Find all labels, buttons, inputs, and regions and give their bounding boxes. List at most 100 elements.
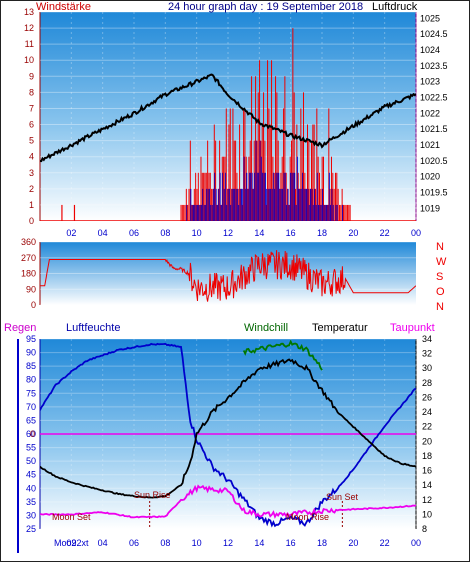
temperature-right-tick-labels: 8 10 12 14 16 18 20 22 24 26 28 30 32 34: [422, 334, 432, 534]
direction-letter: W: [436, 256, 447, 268]
direction-tick-label: 180: [21, 269, 36, 279]
direction-left-tick-labels: 0 90 180 270 360: [21, 237, 36, 310]
x-tick-label: 18: [317, 228, 327, 238]
humidity-tick-label: 45: [26, 470, 36, 480]
humidity-tick-label: 30: [26, 510, 36, 520]
x-tick-label: 18: [317, 538, 327, 548]
humidity-line: [40, 342, 416, 528]
pressure-tick-label: 1024: [420, 45, 440, 55]
humidity-tick-label: 25: [26, 524, 36, 534]
pressure-axis-title: Luftdruck: [372, 1, 418, 13]
x-tick-label: 20: [348, 538, 358, 548]
wind-tick-label: 7: [29, 103, 34, 113]
x-tick-label: 12: [223, 228, 233, 238]
wind-tick-label: 11: [25, 39, 34, 49]
x-tick-label: 20: [348, 228, 358, 238]
pressure-tick-label: 1022.5: [420, 93, 448, 103]
wind-tick-label: 4: [29, 152, 34, 162]
wind-pressure-plot-area: [40, 12, 416, 221]
temperature-tick-label: 18: [422, 451, 432, 461]
wind-tick-label: 1: [29, 200, 34, 210]
x-tick-label: 14: [254, 538, 264, 548]
pressure-tick-label: 1019.5: [420, 188, 448, 198]
temperature-tick-label: 12: [422, 495, 432, 505]
x-tick-label: 16: [286, 538, 296, 548]
temperatur-title: Temperatur: [312, 322, 368, 334]
sun-set-label: Sun Set: [326, 492, 359, 502]
moon-row-label: Moo92xt: [54, 538, 89, 548]
temperature-tick-label: 8: [422, 524, 427, 534]
x-tick-label: 06: [129, 538, 139, 548]
dewpoint-line: [40, 484, 416, 519]
wind-tick-label: 9: [29, 71, 34, 81]
x-tick-label: 16: [286, 228, 296, 238]
wind-tick-label: 2: [29, 184, 34, 194]
x-tick-label: 06: [129, 228, 139, 238]
x-tick-label: 12: [223, 538, 233, 548]
x-tick-label: 22: [380, 228, 390, 238]
windchill-title: Windchill: [244, 322, 288, 334]
temperature-tick-label: 26: [422, 392, 432, 402]
wind-bars-series: [40, 28, 416, 221]
x-tick-label: 04: [98, 538, 108, 548]
taupunkt-title: Taupunkt: [390, 322, 435, 334]
temperature-tick-label: 14: [422, 480, 432, 490]
x-tick-label: 00: [411, 538, 421, 548]
wind-tick-label: 0: [29, 216, 34, 226]
temperature-line: [40, 358, 416, 499]
humidity-tick-label: 50: [26, 456, 36, 466]
x-tick-label: 08: [160, 538, 170, 548]
temperature-tick-label: 20: [422, 436, 432, 446]
direction-tick-label: 360: [21, 237, 36, 247]
luftfeuchte-title: Luftfeuchte: [66, 322, 120, 334]
temperature-tick-label: 32: [422, 349, 432, 359]
temperature-tick-label: 24: [422, 407, 432, 417]
x-tick-label: 14: [254, 228, 264, 238]
wind-tick-label: 12: [24, 23, 34, 33]
chart-title: 24 hour graph day : 19 September 2018: [168, 1, 363, 13]
humidity-tick-label: 75: [26, 388, 36, 398]
pressure-tick-label: 1020.5: [420, 156, 448, 166]
moon-rise-label: Moon Rise: [286, 512, 329, 522]
x-tick-label: 08: [160, 228, 170, 238]
direction-gridlines: [40, 241, 416, 306]
direction-tick-label: 270: [21, 253, 36, 263]
humidity-tick-label: 90: [26, 348, 36, 358]
direction-tick-label: 0: [31, 300, 36, 310]
humidity-tick-label: 70: [26, 402, 36, 412]
wind-tick-label: 8: [29, 87, 34, 97]
pressure-tick-label: 1021: [420, 140, 440, 150]
temperature-tick-label: 30: [422, 363, 432, 373]
wind-tick-label: 6: [29, 120, 34, 130]
regen-title: Regen: [4, 322, 36, 334]
pressure-tick-label: 1019: [420, 203, 440, 213]
direction-tick-label: 90: [26, 284, 36, 294]
temperature-tick-label: 34: [422, 334, 432, 344]
wind-tick-label: 5: [29, 136, 34, 146]
wind-direction-line: [40, 250, 416, 302]
zero-reference-label: 0: [30, 429, 35, 439]
pressure-line: [40, 73, 416, 163]
pressure-tick-label: 1021.5: [420, 124, 448, 134]
temperature-tick-label: 16: [422, 466, 432, 476]
wind-pressure-x-tick-labels: 02 04 06 08 10 12 14 16 18 20 22 00: [66, 228, 421, 238]
humidity-temperature-x-tick-labels: 02 04 06 08 10 12 14 16 18 20 22 00: [66, 538, 421, 548]
direction-letter: O: [436, 286, 445, 298]
pressure-tick-label: 1023.5: [420, 61, 448, 71]
x-tick-label: 10: [192, 228, 202, 238]
humidity-left-tick-labels: 25 30 35 40 45 50 55 60 65 70 75 80 85 90 95: [26, 334, 36, 534]
humidity-tick-label: 35: [26, 497, 36, 507]
pressure-tick-label: 1024.5: [420, 29, 448, 39]
wind-tick-label: 13: [24, 7, 34, 17]
humidity-tick-label: 40: [26, 483, 36, 493]
windchill-line: [242, 339, 323, 371]
wind-tick-label: 10: [24, 55, 34, 65]
temperature-tick-label: 10: [422, 509, 432, 519]
pressure-tick-label: 1020: [420, 172, 440, 182]
pressure-tick-label: 1025: [420, 13, 440, 23]
wind-axis-title: Windstärke: [36, 1, 91, 13]
x-tick-label: 10: [192, 538, 202, 548]
humidity-tick-label: 95: [26, 334, 36, 344]
humidity-tick-label: 55: [26, 443, 36, 453]
